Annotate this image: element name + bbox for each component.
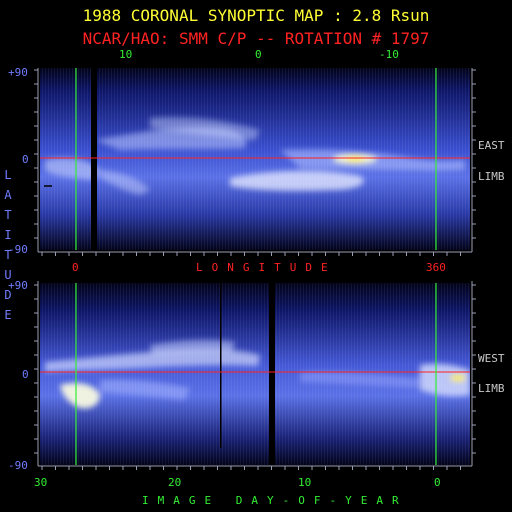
latitude-letter: D	[4, 288, 12, 302]
top-tick-0: 0	[255, 48, 262, 61]
lower-lat-tick-m90: -90	[8, 459, 28, 472]
upper-map-image	[40, 68, 470, 250]
latitude-letter: U	[4, 268, 12, 282]
lower-tick-marks	[34, 284, 476, 470]
upper-lat-tick-p90: +90	[8, 66, 28, 79]
day-tick-30: 30	[34, 476, 48, 489]
top-tick-minus10: -10	[379, 48, 399, 61]
upper-lat-tick-0: 0	[22, 153, 29, 166]
upper-frame	[37, 68, 473, 253]
upper-limb-limb-label: LIMB	[478, 170, 505, 183]
map-title: 1988 CORONAL SYNOPTIC MAP : 2.8 Rsun	[82, 6, 430, 25]
latitude-letter: L	[4, 168, 12, 182]
upper-limb-east-label: EAST	[478, 139, 505, 152]
lower-limb-west-label: WEST	[478, 352, 505, 365]
lower-limb-limb-label: LIMB	[478, 382, 505, 395]
latitude-letter: E	[4, 308, 12, 322]
lower-map-image	[40, 283, 470, 465]
day-tick-0: 0	[434, 476, 441, 489]
map-subtitle: NCAR/HAO: SMM C/P -- ROTATION # 1797	[82, 29, 430, 48]
latitude-letter: T	[4, 208, 12, 222]
longitude-tick-360: 360	[426, 261, 446, 274]
lower-lat-tick-0: 0	[22, 368, 29, 381]
top-tick-10: 10	[119, 48, 133, 61]
longitude-axis-label: LONGITUDE	[196, 261, 337, 274]
latitude-letter: A	[4, 188, 12, 202]
day-tick-20: 20	[168, 476, 182, 489]
latitude-letter: T	[4, 248, 12, 262]
lower-lat-tick-p90: +90	[8, 279, 28, 292]
lower-frame	[37, 281, 473, 467]
longitude-tick-0: 0	[72, 261, 79, 274]
upper-lat-tick-m90: -90	[8, 243, 28, 256]
upper-tick-marks	[34, 69, 476, 256]
latitude-letter: I	[4, 228, 12, 242]
day-of-year-axis-label: IMAGE DAY-OF-YEAR	[142, 494, 408, 507]
day-tick-10: 10	[298, 476, 312, 489]
